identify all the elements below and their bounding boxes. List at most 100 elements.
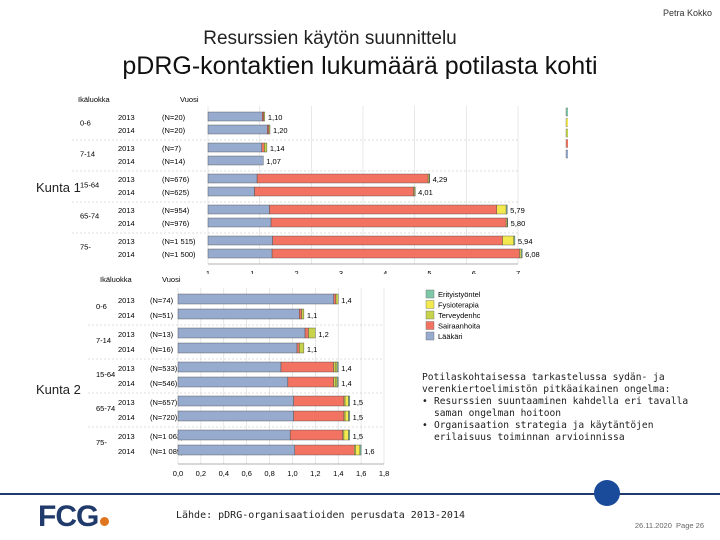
legend-swatch xyxy=(425,331,435,341)
age-group-label: 15-64 xyxy=(80,181,99,190)
bar-segment xyxy=(272,235,503,246)
bar-segment xyxy=(177,361,282,373)
bar-segment xyxy=(359,444,362,456)
x-tick-label: 3 xyxy=(339,269,343,274)
bar-segment xyxy=(254,186,414,197)
bar-segment xyxy=(414,186,416,197)
analysis-note: Potilaskohtaisessa tarkastelussa sydän- … xyxy=(422,372,712,444)
bar-value-label: 5,79 xyxy=(510,206,525,215)
bar-value-label: 1,14 xyxy=(270,144,285,153)
bar-segment xyxy=(287,376,334,388)
bar-segment xyxy=(506,217,508,228)
note-intro: Potilaskohtaisessa tarkastelussa sydän- … xyxy=(422,372,671,395)
bar-segment xyxy=(207,217,272,228)
sample-size-label: (N=625) xyxy=(162,188,190,197)
bar-segment xyxy=(519,248,522,259)
bar-segment xyxy=(256,173,429,184)
bar-segment xyxy=(261,142,265,153)
sample-size-label: (N=20) xyxy=(162,113,186,122)
source-note: Lähde: pDRG-organisaatioiden perusdata 2… xyxy=(176,510,465,521)
column-header-year: Vuosi xyxy=(162,275,181,284)
slide-subtitle: Resurssien käytön suunnittelu xyxy=(203,28,457,49)
legend-label: Sairaanhoitaja xyxy=(438,322,480,331)
age-group-label: 0-6 xyxy=(80,119,91,128)
kunta-1-chart: Ikäluokka Vuosi 1 1 2 3 4 5 6 7 0-6 2013 (N=20) 1,10 2… xyxy=(72,95,568,274)
sample-size-label: (N=1 089) xyxy=(150,447,184,456)
sample-size-label: (N=13) xyxy=(150,330,174,339)
bar-segment xyxy=(336,376,339,388)
legend-label: Erityistyöntekijät xyxy=(438,290,480,299)
bar-segment xyxy=(304,327,309,339)
slide-date: 26.11.2020 xyxy=(634,521,672,530)
bar-segment xyxy=(207,248,273,259)
sample-size-label: (N=533) xyxy=(150,364,178,373)
legend-swatch xyxy=(565,149,568,159)
bar-segment xyxy=(344,410,349,422)
age-group-label: 7-14 xyxy=(80,150,95,159)
bar-segment xyxy=(177,376,289,388)
decorative-dot xyxy=(594,480,620,506)
sample-size-label: (N=1 500) xyxy=(162,250,196,259)
x-tick-label: 1,6 xyxy=(356,469,366,478)
bar-segment xyxy=(343,429,349,441)
bar-value-label: 1,10 xyxy=(268,113,283,122)
x-tick-label: 1,2 xyxy=(310,469,320,478)
year-label: 2014 xyxy=(118,379,135,388)
bar-segment xyxy=(335,293,339,305)
bar-segment xyxy=(344,395,349,407)
bar-segment xyxy=(333,376,337,388)
sample-size-label: (N=51) xyxy=(150,311,174,320)
bar-segment xyxy=(348,395,350,407)
bar-segment xyxy=(520,248,523,259)
sample-size-label: (N=7) xyxy=(162,144,181,153)
age-group-label: 75- xyxy=(96,438,107,447)
kunta-1-label: Kunta 1 xyxy=(36,180,81,195)
bar-segment xyxy=(177,293,334,305)
bar-value-label: 1,4 xyxy=(341,296,351,305)
bar-segment xyxy=(207,204,270,215)
age-group-label: 75- xyxy=(80,243,91,252)
bar-value-label: 1,07 xyxy=(266,157,281,166)
note-bullet: Organisaation strategia ja käytäntöjen e… xyxy=(422,420,712,444)
x-tick-label: 1 xyxy=(250,269,254,274)
bar-segment xyxy=(270,217,507,228)
sample-size-label: (N=976) xyxy=(162,219,190,228)
age-group-label: 65-74 xyxy=(80,212,99,221)
year-label: 2014 xyxy=(118,250,135,259)
year-label: 2014 xyxy=(118,188,135,197)
age-group-label: 15-64 xyxy=(96,370,115,379)
bar-segment xyxy=(505,204,508,215)
bar-value-label: 1,2 xyxy=(318,330,328,339)
bar-segment xyxy=(207,124,268,135)
legend-swatch xyxy=(425,300,435,309)
bar-segment xyxy=(207,155,264,166)
bar-segment xyxy=(289,429,343,441)
bar-segment xyxy=(177,308,300,320)
sample-size-label: (N=657) xyxy=(150,398,178,407)
year-label: 2013 xyxy=(118,296,135,305)
bar-value-label: 1,5 xyxy=(353,413,363,422)
year-label: 2013 xyxy=(118,237,135,246)
year-label: 2014 xyxy=(118,447,135,456)
bar-segment xyxy=(502,235,515,246)
x-tick-label: 7 xyxy=(516,269,520,274)
x-tick-label: 4 xyxy=(383,269,387,274)
bar-value-label: 1,4 xyxy=(341,379,351,388)
bar-value-label: 1,5 xyxy=(353,398,363,407)
bar-segment xyxy=(308,327,316,339)
logo-text: FCG xyxy=(38,500,99,533)
x-tick-label: 2 xyxy=(295,269,299,274)
bar-segment xyxy=(177,444,295,456)
column-header-age: Ikäluokka xyxy=(100,275,133,284)
x-tick-label: 1,0 xyxy=(287,469,297,478)
bar-segment xyxy=(207,142,262,153)
x-tick-label: 0,6 xyxy=(241,469,251,478)
year-label: 2013 xyxy=(118,206,135,215)
sample-size-label: (N=14) xyxy=(162,157,186,166)
year-label: 2014 xyxy=(118,311,135,320)
bar-value-label: 1,1 xyxy=(307,311,317,320)
bar-segment xyxy=(207,173,258,184)
bar-segment xyxy=(267,124,270,135)
bar-segment xyxy=(333,361,337,373)
fcg-logo: FCG xyxy=(38,500,110,534)
